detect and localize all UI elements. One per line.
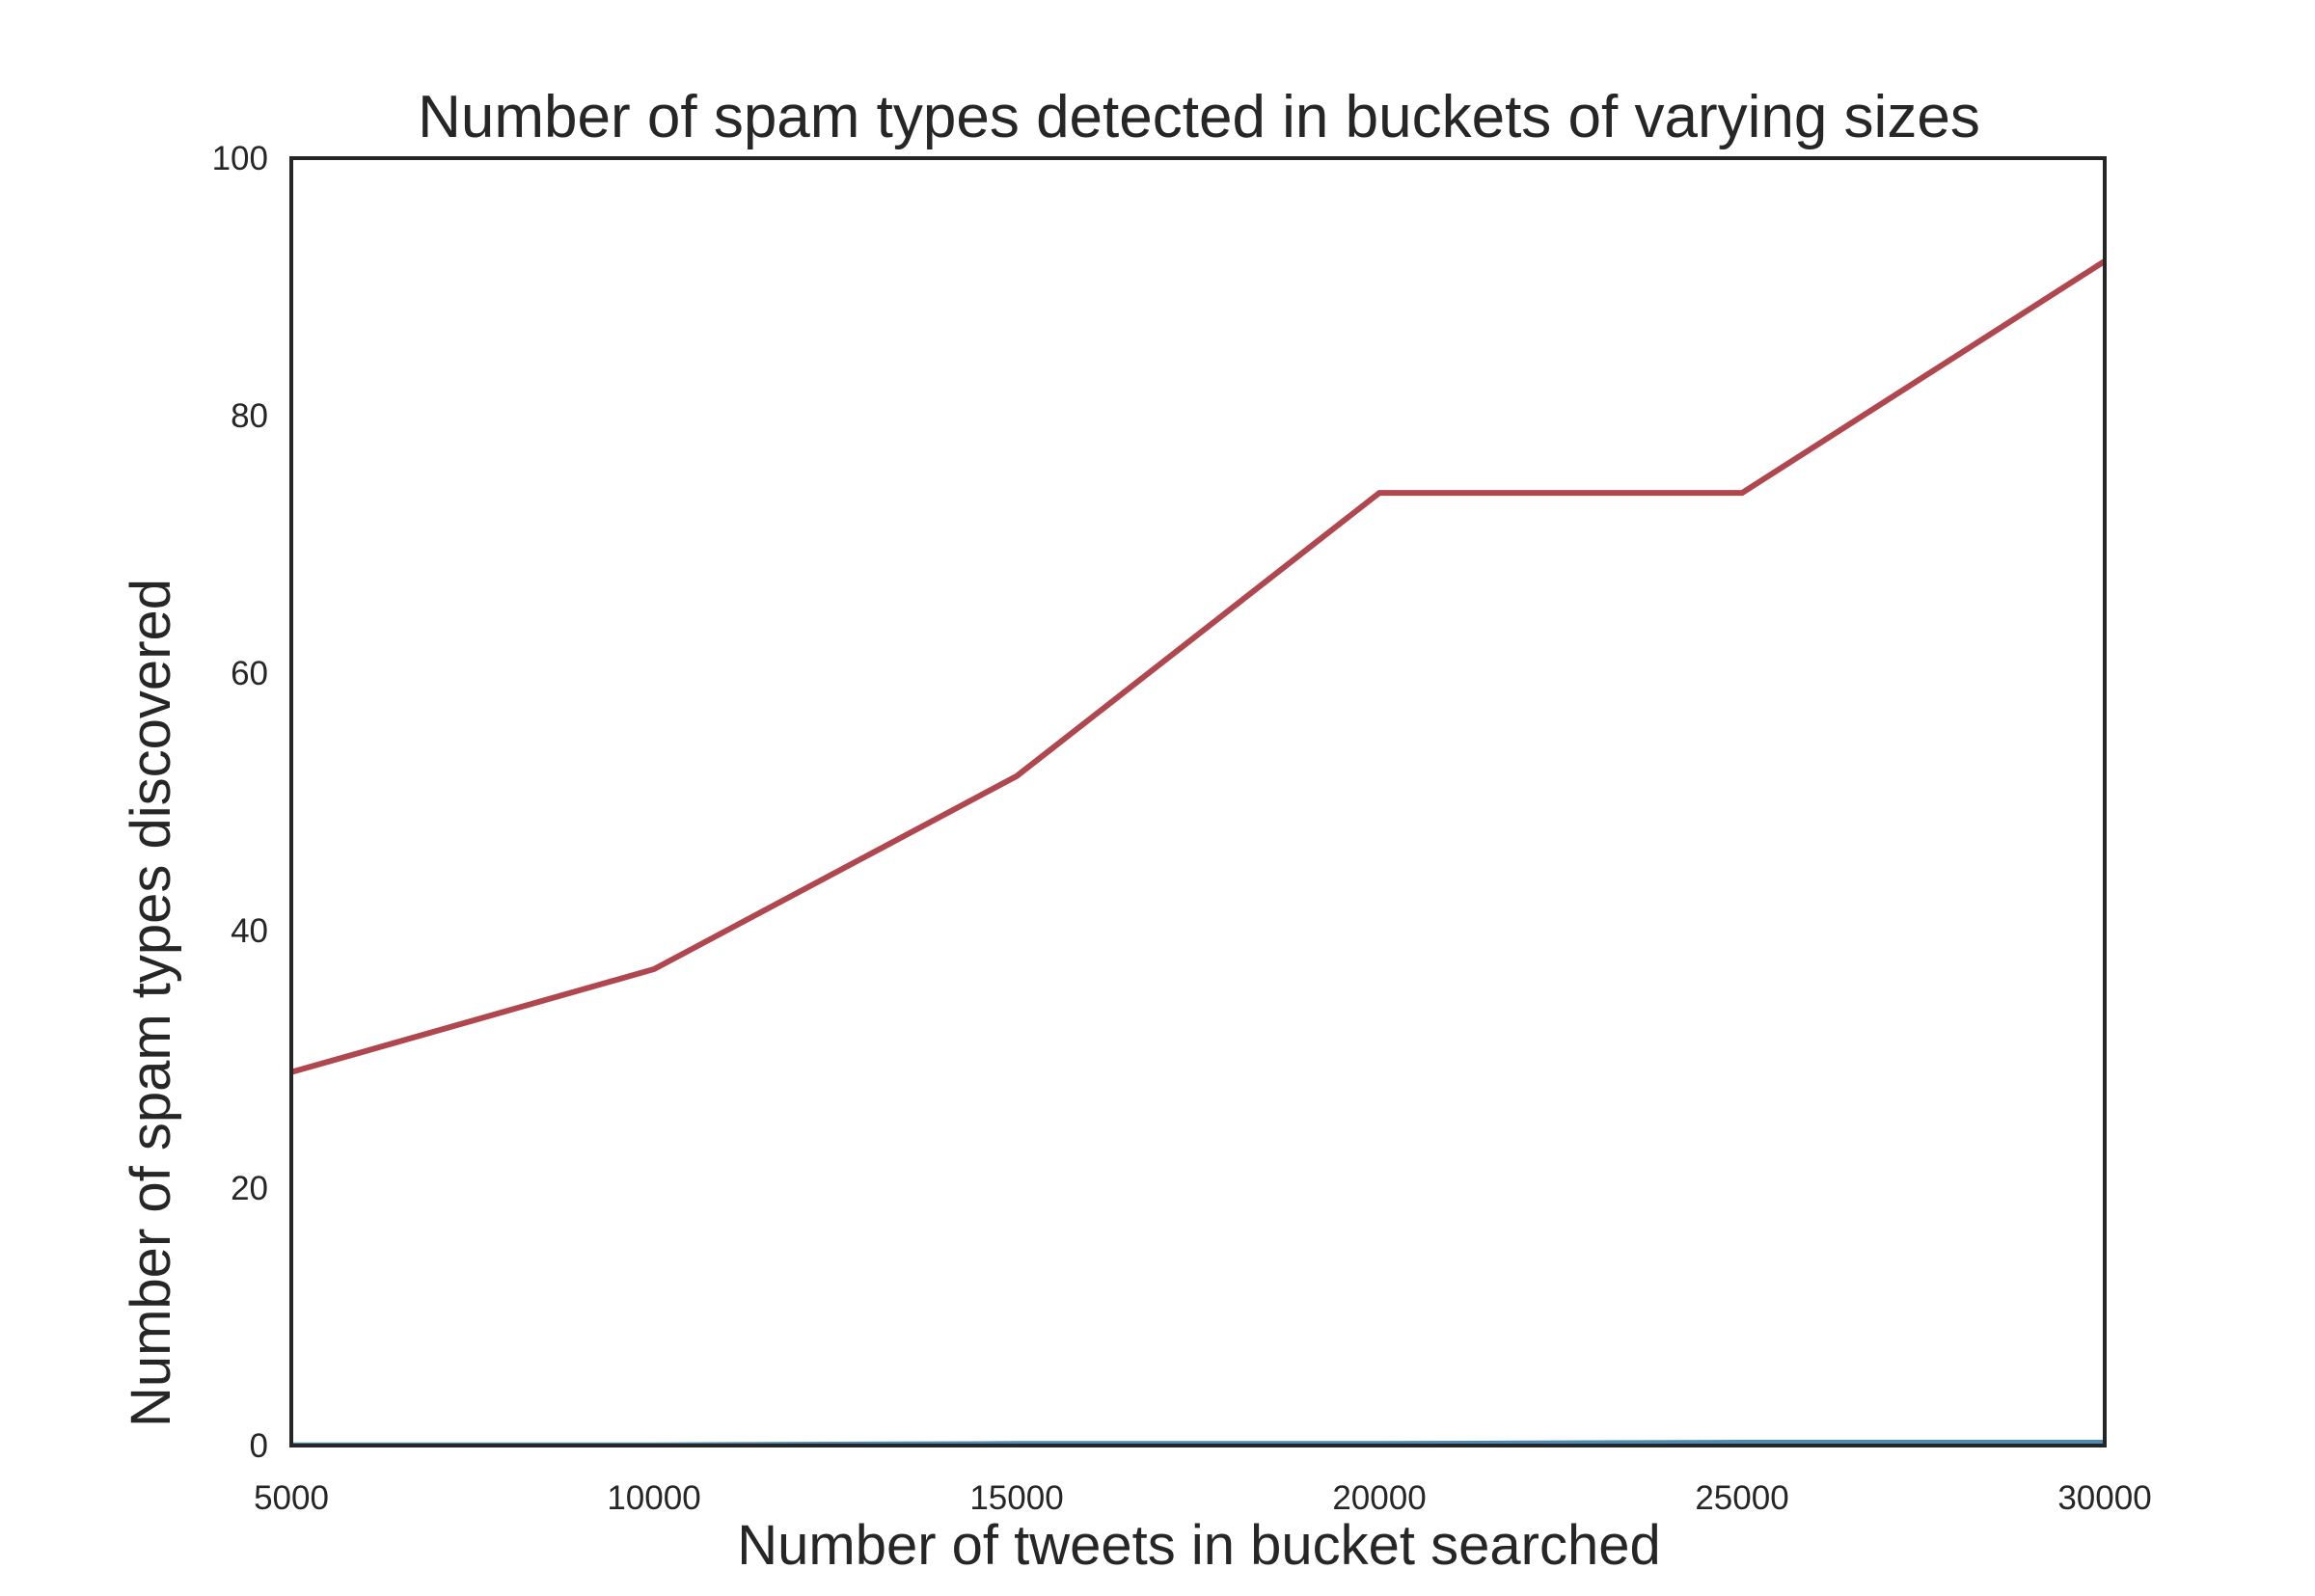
x-tick-label: 10000: [607, 1479, 700, 1517]
plot-frame: [289, 156, 2107, 1447]
x-tick-label: 15000: [969, 1479, 1063, 1517]
x-tick-label: 30000: [2057, 1479, 2151, 1517]
y-axis-label: Number of spam types discovered: [120, 579, 182, 1427]
chart-title: Number of spam types detected in buckets…: [418, 84, 1980, 150]
tick-labels: 5000 10000 15000 20000 25000 30000 0 20 40 60 80 10…: [212, 140, 2152, 1517]
y-tick-label: 20: [231, 1170, 268, 1207]
y-tick-label: 100: [212, 140, 268, 177]
x-tick-label: 20000: [1332, 1479, 1426, 1517]
x-tick-label: 25000: [1695, 1479, 1788, 1517]
y-tick-label: 80: [231, 397, 268, 435]
y-tick-label: 40: [231, 912, 268, 950]
y-tick-label: 0: [250, 1427, 268, 1465]
y-tick-label: 60: [231, 655, 268, 692]
series-line-1: [290, 258, 2107, 1075]
x-axis-label: Number of tweets in bucket searched: [737, 1514, 1660, 1577]
x-tick-label: 5000: [254, 1479, 329, 1517]
